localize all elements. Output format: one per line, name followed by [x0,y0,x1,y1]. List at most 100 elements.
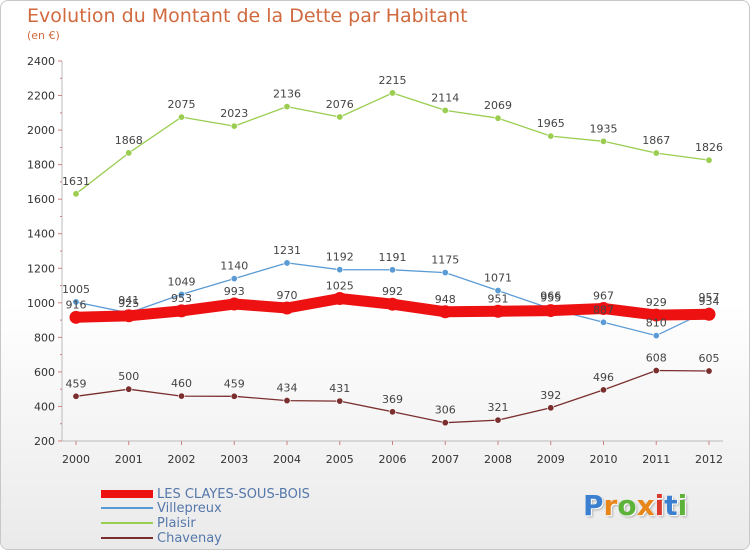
data-label: 1175 [431,254,459,267]
series-point [438,305,452,319]
series-point [72,392,80,400]
series-point [652,367,660,375]
legend-item-plaisir[interactable]: Plaisir [101,515,196,531]
series-point [494,287,502,295]
x-tick-label: 2009 [537,453,565,466]
logo-letter: r [603,489,618,522]
x-tick-label: 2001 [115,453,143,466]
data-label: 966 [540,290,561,303]
series-point [178,113,186,121]
series-point [283,103,291,111]
series-point [388,408,396,416]
logo-letter: i [677,489,688,522]
series-point [652,332,660,340]
y-tick-label: 2400 [27,55,55,68]
legend-item-chavenay[interactable]: Chavenay [101,531,222,546]
series-point [386,297,399,311]
x-tick-label: 2010 [590,453,618,466]
data-label: 460 [171,377,192,390]
series-point [544,304,558,318]
x-tick-label: 2004 [273,453,301,466]
series-point [336,113,344,121]
series-point [547,132,555,140]
legend-swatch-plaisir [101,522,153,524]
data-label: 1826 [695,141,723,154]
series-point [72,190,80,198]
series-point [333,292,347,305]
data-label: 496 [593,371,614,384]
data-label: 887 [593,303,614,316]
series-point [230,275,238,283]
data-label: 1867 [642,134,670,147]
legend-swatch-villepreux [101,507,153,509]
data-label: 500 [118,370,139,383]
data-label: 810 [646,317,667,330]
series-point [494,416,502,424]
data-label: 1049 [168,275,196,288]
logo-letter: o [617,489,637,522]
data-label: 431 [329,382,350,395]
y-tick-label: 1400 [27,228,55,241]
series-point [336,397,344,405]
series-point [547,404,555,412]
data-label: 957 [699,291,720,304]
series-point [599,386,607,394]
series-point [652,149,660,157]
x-tick-label: 2011 [642,453,670,466]
data-label: 1231 [273,244,301,257]
legend-label-villepreux: Villepreux [157,500,222,516]
data-label: 2136 [273,88,301,101]
data-label: 1868 [115,134,143,147]
proxiti-logo: Proxiti [583,489,687,522]
series-point [388,266,396,274]
series-point [388,89,396,97]
chart-title: Evolution du Montant de la Dette par Hab… [27,5,468,27]
data-label: 2023 [220,107,248,120]
x-tick-label: 2002 [168,453,196,466]
data-label: 970 [277,289,298,302]
series-layer [69,89,716,427]
data-label: 993 [224,285,245,298]
x-tick-label: 2003 [220,453,248,466]
data-label: 934 [699,295,720,308]
data-label: 2069 [484,99,512,112]
y-tick-label: 800 [34,331,55,344]
series-point [649,308,663,322]
data-label: 306 [435,404,456,417]
series-point [705,367,713,375]
series-point [336,266,344,274]
series-point [227,297,241,311]
series-point [599,318,607,326]
logo-letter: t [664,489,678,522]
axes: 200 400 600 800 1000 1200 1400 1600 1800 2000 2200… [27,55,723,466]
legend-item-les-clayes[interactable]: LES CLAYES-SOUS-BOIS [101,487,310,502]
data-label: 2075 [168,98,196,111]
chart-subtitle: (en €) [27,29,60,42]
series-point [599,137,607,145]
y-tick-label: 1200 [27,262,55,275]
data-label: 321 [488,401,509,414]
x-tick-label: 2007 [431,453,459,466]
series-point [72,298,80,306]
y-tick-label: 600 [34,366,55,379]
data-label: 1140 [220,260,248,273]
logo-letter: i [654,489,665,522]
data-label: 941 [118,294,139,307]
data-label: 1005 [62,283,90,296]
y-tick-label: 200 [34,435,55,448]
data-label: 916 [66,298,87,311]
x-tick-label: 2005 [326,453,354,466]
data-label: 1631 [62,175,90,188]
series-point [494,114,502,122]
data-label: 1025 [326,280,354,293]
data-label: 953 [171,292,192,305]
legend-label-plaisir: Plaisir [157,515,196,531]
y-tick-label: 1800 [27,159,55,172]
legend-item-villepreux[interactable]: Villepreux [101,500,222,516]
data-label: 951 [488,292,509,305]
y-tick-label: 2000 [27,124,55,137]
y-tick-label: 1600 [27,193,55,206]
series-point [178,290,186,298]
